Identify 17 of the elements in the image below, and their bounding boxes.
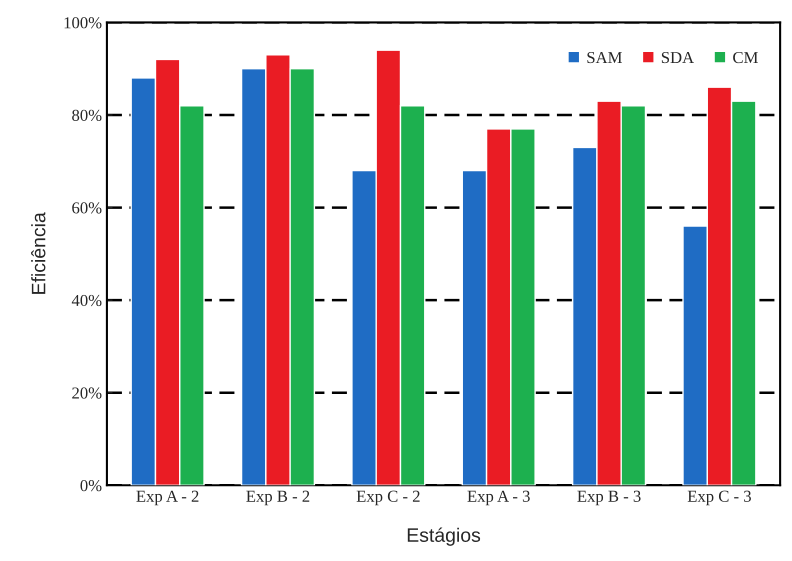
y-tick-label: 100% [64,17,102,28]
legend-label: CM [733,52,758,64]
x-tick-label: Exp B - 2 [246,490,310,506]
y-tick-label: 0% [80,480,102,492]
x-tick-label: Exp A - 2 [136,490,198,506]
y-tick-label: 60% [72,202,102,214]
legend-label: SDA [662,52,694,64]
x-axis-title: Estágios [408,527,480,546]
legend-label: SAM [587,52,622,64]
x-tick-label: Exp C - 2 [356,490,420,506]
x-tick-label: Exp C - 3 [688,490,751,506]
y-axis-title: Eficiência [31,212,46,294]
y-tick-label: 20% [72,387,102,399]
x-tick-label: Exp B - 3 [577,490,641,506]
x-tick-label: Exp A - 3 [467,490,530,506]
y-tick-label: 80% [72,110,102,122]
y-tick-label: 40% [72,294,102,306]
